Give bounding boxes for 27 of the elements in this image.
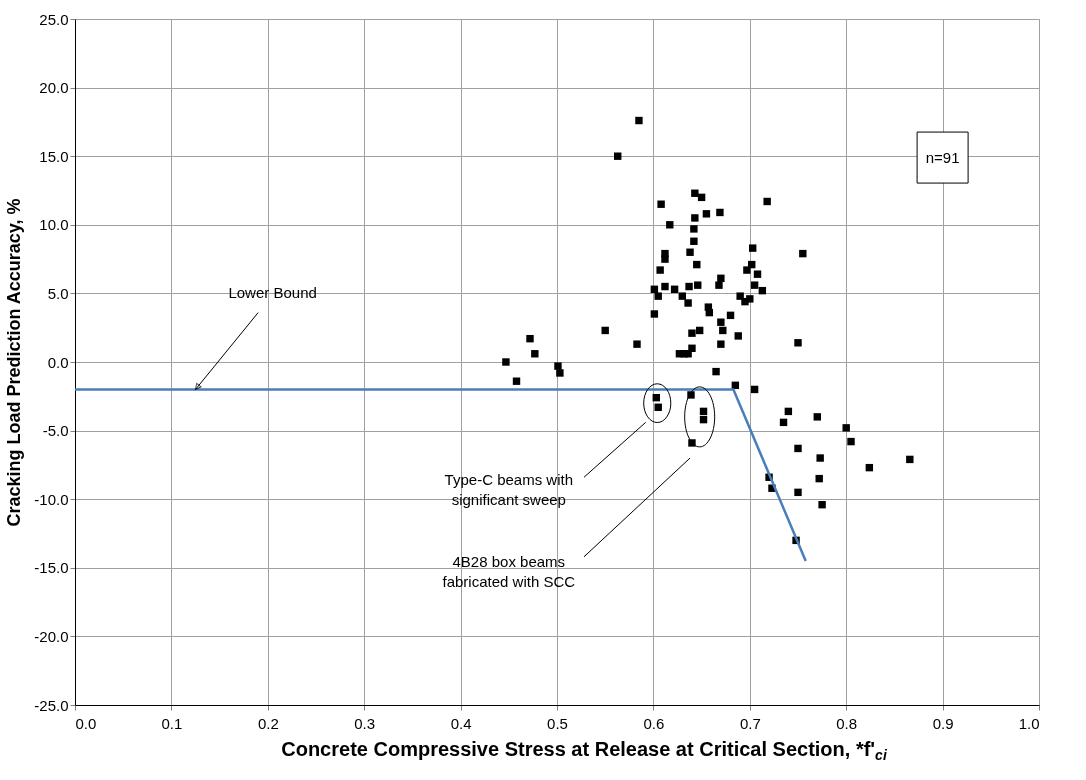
annotation: n=91 <box>925 148 960 166</box>
y-tick-label: 25.0 <box>39 10 69 28</box>
y-tick-label: -10.0 <box>34 490 69 508</box>
x-tick-label: 0.6 <box>643 714 665 732</box>
x-tick-label: 1.0 <box>1018 714 1040 732</box>
x-tick-label: 0.4 <box>450 714 472 732</box>
y-tick-label: 15.0 <box>39 147 69 165</box>
x-tick-label: 0.1 <box>161 714 183 732</box>
y-axis-title: Cracking Load Prediction Accuracy, % <box>4 198 25 527</box>
annotation: 4B28 box beams fabricated with SCC <box>442 553 576 591</box>
x-tick-label: 0.8 <box>836 714 858 732</box>
x-tick-label: 0.5 <box>547 714 568 732</box>
x-tick-label: 0.2 <box>257 714 279 732</box>
x-tick-label: 0.7 <box>739 714 761 732</box>
y-tick-label: 0.0 <box>47 353 69 371</box>
x-tick-label: 0.0 <box>75 714 97 732</box>
y-tick-label: 20.0 <box>39 79 69 97</box>
annotation: Lower Bound <box>228 284 317 302</box>
y-tick-label: -25.0 <box>34 696 69 714</box>
y-tick-label: 10.0 <box>39 216 69 234</box>
annotation: Type-C beams with significant sweep <box>444 470 573 508</box>
x-tick-label: 0.3 <box>354 714 376 732</box>
y-tick-label: -5.0 <box>42 422 69 440</box>
y-tick-label: 5.0 <box>47 284 69 302</box>
y-tick-label: -15.0 <box>34 559 69 577</box>
x-tick-label: 0.9 <box>932 714 954 732</box>
y-tick-label: -20.0 <box>34 627 69 645</box>
